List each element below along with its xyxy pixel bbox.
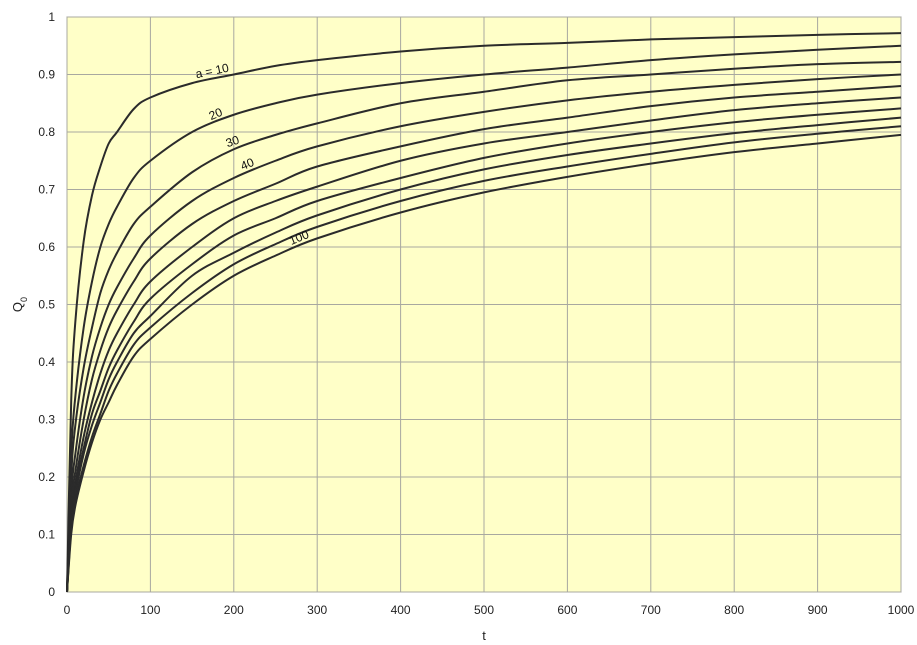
series-line-a-80 — [66, 116, 902, 593]
series-line-a-60 — [66, 96, 902, 593]
y-tick-label: 1 — [48, 10, 55, 24]
y-tick-label: 0.1 — [38, 528, 55, 542]
x-axis-title: t — [482, 628, 486, 643]
series-line-a-70 — [66, 107, 902, 593]
curve-label-a-20: 20 — [207, 105, 225, 123]
y-tick-label: 0.3 — [38, 413, 55, 427]
y-axis-title-main: Q — [10, 302, 25, 312]
x-tick-label: 300 — [307, 603, 327, 617]
y-tick-label: 0.4 — [38, 355, 55, 369]
curve-label-a-30: 30 — [224, 133, 241, 151]
series-line-a-90 — [66, 125, 902, 593]
series-lines — [66, 32, 902, 593]
y-tick-label: 0 — [48, 585, 55, 599]
x-tick-label: 700 — [641, 603, 661, 617]
gridlines — [66, 16, 902, 593]
series-line-a-50 — [66, 85, 902, 593]
curve-label-a-10: a = 10 — [194, 61, 230, 82]
x-tick-label: 800 — [724, 603, 744, 617]
y-tick-label: 0.6 — [38, 240, 55, 254]
y-tick-label: 0.7 — [38, 183, 55, 197]
x-axis-ticks: 0 100 200 300 400 500 600 700 800 900 1000 — [64, 603, 915, 617]
series-line-a-100 — [66, 133, 902, 593]
series-line-a-10 — [66, 32, 902, 593]
x-tick-label: 1000 — [888, 603, 915, 617]
series-line-a-30 — [66, 60, 902, 593]
x-tick-label: 600 — [557, 603, 577, 617]
x-tick-label: 900 — [808, 603, 828, 617]
y-axis-title: Q0 — [10, 297, 29, 312]
x-tick-label: 0 — [64, 603, 71, 617]
y-axis-ticks: 0 0.1 0.2 0.3 0.4 0.5 0.6 0.7 0.8 0.9 1 — [38, 10, 55, 599]
series-line-a-40 — [66, 73, 902, 593]
y-tick-label: 0.8 — [38, 125, 55, 139]
y-axis-title-subscript: 0 — [19, 297, 29, 302]
curve-label-a-40: 40 — [238, 155, 256, 173]
y-tick-label: 0.9 — [38, 68, 55, 82]
y-tick-label: 0.5 — [38, 298, 55, 312]
y-tick-label: 0.2 — [38, 470, 55, 484]
x-tick-label: 100 — [140, 603, 160, 617]
x-tick-label: 200 — [224, 603, 244, 617]
x-tick-label: 400 — [391, 603, 411, 617]
series-line-a-20 — [66, 44, 902, 593]
x-tick-label: 500 — [474, 603, 494, 617]
